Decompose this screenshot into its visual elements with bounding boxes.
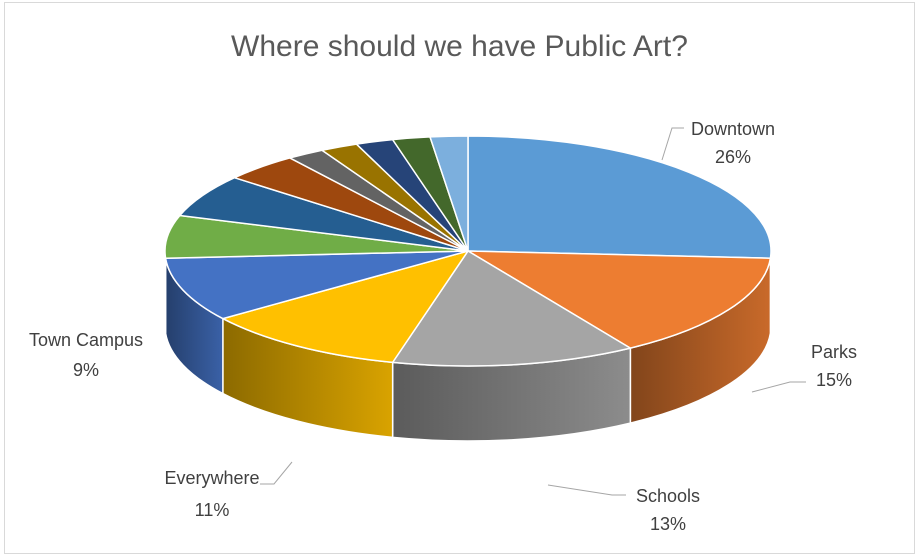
data-label-category: Town Campus [29,330,143,350]
data-label-value: 15% [816,370,852,390]
pie-slice-everywhere [222,250,469,364]
leader-line [751,381,806,393]
leader-line [260,461,293,485]
pie-slice-schools [391,250,632,367]
pie-slice-parks [467,250,772,349]
pie-slice-downtown [467,135,772,259]
pie-slice [429,135,469,252]
data-label-value: 13% [650,514,686,534]
data-label-category: Downtown [691,119,775,139]
data-label-value: 11% [195,500,230,520]
data-label-value: 26% [715,147,751,167]
data-label-category: Schools [636,486,700,506]
data-label-category: Parks [811,342,857,362]
pie-slice-side [164,250,167,334]
data-label-value: 9% [73,360,99,380]
chart-title: Where should we have Public Art? [231,30,688,63]
leader-line [547,484,626,496]
pie-slice-town-campus [164,250,469,320]
data-label-category: Everywhere [164,468,259,488]
leader-line [661,127,684,161]
